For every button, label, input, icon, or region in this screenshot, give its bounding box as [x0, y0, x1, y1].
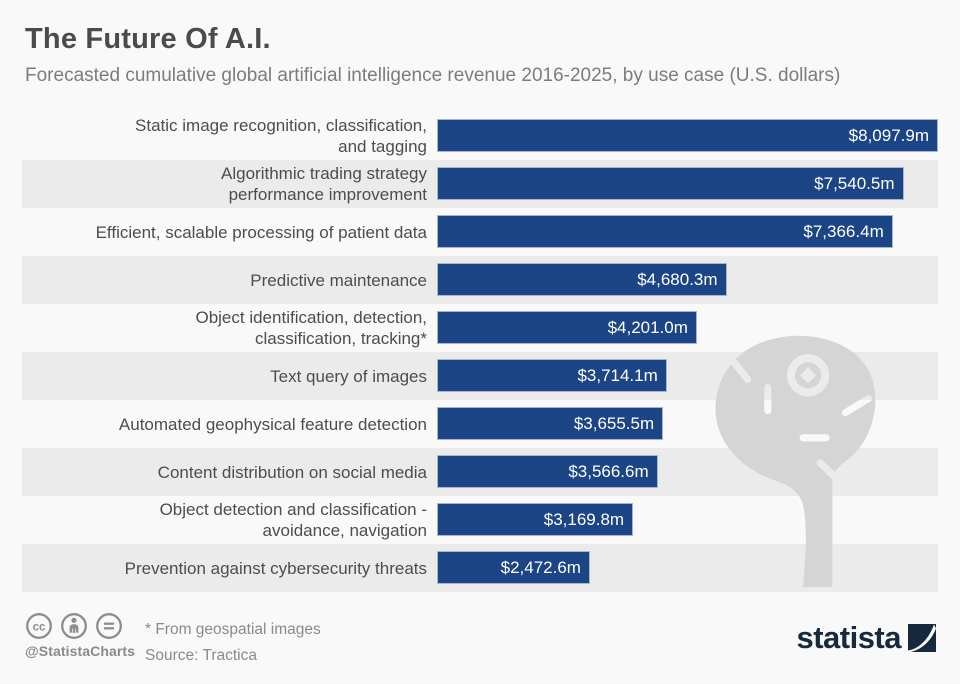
value-label: $3,169.8m: [543, 509, 625, 529]
bar-track: $3,169.8m: [437, 496, 938, 544]
equals-icon: [96, 613, 122, 639]
svg-text:cc: cc: [33, 621, 46, 633]
value-label: $7,366.4m: [803, 221, 884, 241]
license-icons: cc: [25, 612, 143, 640]
category-label: Efficient, scalable processing of patien…: [95, 222, 427, 242]
bar-track: $3,655.5m: [437, 400, 938, 448]
value-label: $2,472.6m: [500, 557, 581, 577]
category-label: Predictive maintenance: [250, 270, 427, 290]
bar: $3,566.6m: [437, 455, 658, 488]
category-label: Object detection and classification - av…: [159, 500, 427, 540]
bar-track: $7,540.5m: [437, 160, 938, 208]
chart-row: Object detection and classification - av…: [22, 496, 938, 544]
bar: $2,472.6m: [437, 551, 590, 584]
bar: $4,201.0m: [437, 311, 697, 344]
category-label: Object identification, detection, classi…: [195, 308, 427, 348]
bar-track: $4,680.3m: [437, 256, 938, 304]
cc-icon: cc: [26, 613, 52, 639]
chart-row: Prevention against cybersecurity threats…: [22, 544, 938, 592]
footer: cc @StatistaCharts * From geospatial ima…: [0, 592, 960, 684]
bar-track: $2,472.6m: [437, 544, 938, 592]
value-label: $3,566.6m: [568, 461, 649, 481]
bar-track: $7,366.4m: [437, 208, 938, 256]
header: The Future Of A.I. Forecasted cumulative…: [25, 22, 938, 87]
chart-row: Efficient, scalable processing of patien…: [22, 208, 938, 256]
chart-row: Static image recognition, classification…: [22, 112, 938, 160]
value-label: $8,097.9m: [848, 125, 929, 145]
bar-track: $4,201.0m: [437, 304, 938, 352]
source: Source: Tractica: [145, 647, 257, 664]
bar-track: $3,566.6m: [437, 448, 938, 496]
value-label: $3,655.5m: [573, 413, 655, 433]
footnote: * From geospatial images: [145, 621, 321, 638]
bar: $3,169.8m: [437, 503, 634, 536]
attribution-icon: [61, 613, 87, 639]
value-label: $3,714.1m: [577, 365, 658, 385]
chart-row: Text query of images $3,714.1m: [22, 352, 938, 400]
category-label: Content distribution on social media: [157, 462, 427, 482]
category-label: Text query of images: [270, 366, 427, 386]
notes: * From geospatial images Source: Tractic…: [145, 617, 321, 669]
bar: $4,680.3m: [437, 263, 727, 296]
value-label: $7,540.5m: [814, 173, 895, 193]
bar-track: $8,097.9m: [437, 112, 938, 160]
statista-logo-mark: [908, 623, 936, 652]
bar: $7,540.5m: [437, 167, 904, 200]
chart-row: Algorithmic trading strategy performance…: [22, 160, 938, 208]
chart-title: The Future Of A.I.: [25, 23, 271, 55]
bar: $7,366.4m: [437, 215, 893, 248]
license-block: cc @StatistaCharts: [25, 612, 143, 659]
chart-row: Predictive maintenance $4,680.3m: [22, 256, 938, 304]
category-label: Prevention against cybersecurity threats: [124, 558, 427, 578]
value-label: $4,680.3m: [637, 269, 718, 289]
chart-subtitle: Forecasted cumulative global artificial …: [25, 65, 841, 86]
statista-charts-handle: @StatistaCharts: [25, 643, 136, 659]
category-label: Static image recognition, classification…: [135, 116, 427, 156]
bar: $3,655.5m: [437, 407, 664, 440]
statista-logo: statista: [796, 622, 936, 653]
chart-row: Content distribution on social media $3,…: [22, 448, 938, 496]
category-label: Algorithmic trading strategy performance…: [221, 164, 427, 204]
bar-chart: Static image recognition, classification…: [22, 112, 938, 592]
category-label: Automated geophysical feature detection: [118, 414, 427, 434]
chart-row: Object identification, detection, classi…: [22, 304, 938, 352]
statista-wordmark: statista: [796, 620, 901, 655]
chart-row: Automated geophysical feature detection …: [22, 400, 938, 448]
bar-track: $3,714.1m: [437, 352, 938, 400]
bar: $8,097.9m: [437, 119, 938, 152]
value-label: $4,201.0m: [607, 317, 688, 337]
bar: $3,714.1m: [437, 359, 667, 392]
